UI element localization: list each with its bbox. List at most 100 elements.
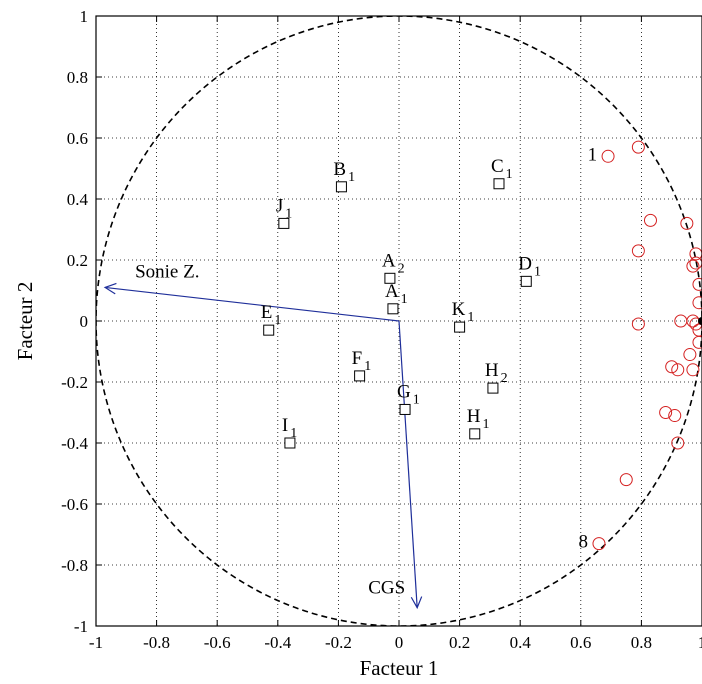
square-marker [454,321,466,333]
x-tick-label: -1 [89,633,103,652]
vector-line [105,286,400,322]
y-axis-label: Facteur 2 [13,282,37,361]
point-label-letter: A [382,250,396,271]
point-label-subscript: 1 [285,206,292,221]
point-label-subscript: 1 [401,292,408,307]
square-marker [399,403,411,415]
plot-area [96,16,702,626]
square-marker [469,428,481,440]
square-marker [335,181,347,193]
point-label-subscript: 1 [534,264,541,279]
y-tick-label: 0.2 [67,251,88,270]
square-marker [493,178,505,190]
point-label-subscript: 2 [501,371,508,386]
point-label-subscript: 1 [290,426,297,441]
x-axis-label: Facteur 1 [360,656,439,680]
point-label-letter: J [276,195,283,216]
circle-marker [619,473,633,487]
circle-marker [692,296,702,310]
square-marker [384,272,396,284]
x-tick-label: 0.8 [631,633,652,652]
square-marker [278,217,290,229]
vector-arrowhead [103,282,117,295]
circle-marker [659,406,673,419]
y-tick-label: -0.8 [61,556,88,575]
y-tick-label: 1 [80,7,89,26]
grid-lines [96,16,702,626]
square-marker [387,303,399,315]
axes-frame [95,15,702,627]
filled-marker [698,317,702,325]
point-label-subscript: 1 [467,310,474,325]
x-tick-label: 0 [395,633,404,652]
point-label-letter: C [491,156,504,177]
point-label-letter: H [485,360,499,381]
x-tick-label: -0.8 [143,633,170,652]
vector-label: Sonie Z. [135,261,199,282]
point-label-subscript: 1 [364,359,371,374]
circle-marker [671,436,685,450]
circle-marker [668,409,682,423]
point-label-subscript: 1 [506,167,513,182]
point-label-subscript: 1 [348,170,355,185]
point-label-letter: I [282,415,288,436]
circle-point-label: 1 [588,144,598,165]
y-tick-label: -0.6 [61,495,88,514]
x-tick-label: 0.2 [449,633,470,652]
point-label-letter: H [467,406,481,427]
y-tick-label: -0.4 [61,434,88,453]
x-tick-label: 1 [698,633,702,652]
circle-marker [665,360,679,374]
x-tick-label: -0.6 [204,633,231,652]
circle-marker [671,363,685,377]
circle-point-label: 8 [578,532,588,553]
circle-marker [680,216,694,230]
point-label-subscript: 1 [274,313,281,328]
point-label-letter: A [385,281,399,302]
point-label-letter: G [397,381,411,402]
x-tick-label: 0.6 [570,633,591,652]
point-label-letter: K [452,299,466,320]
circle-marker [631,317,645,331]
vector-line [398,320,418,608]
square-marker [354,370,366,382]
point-label-subscript: 1 [482,417,489,432]
circle-marker [686,259,700,273]
square-marker [284,437,296,449]
circle-marker [643,213,657,227]
y-tick-label: 0 [80,312,89,331]
circle-marker [592,537,606,551]
square-marker [263,324,275,336]
plot-frame [95,15,702,627]
circle-marker [686,363,700,377]
vector-label: CGS [368,578,405,599]
y-tick-label: -1 [74,617,88,636]
square-marker [487,382,499,394]
tick-labels: -1 -0.8 -0.6 -0.4 -0.2 0 0.2 0.4 0.6 0.8 1 -1 -0.8 -0… [61,7,702,652]
y-tick-label: -0.2 [61,373,88,392]
point-label-letter: D [518,253,532,274]
y-tick-label: 0.4 [67,190,89,209]
y-tick-label: 0.8 [67,68,88,87]
point-label-letter: F [352,348,363,369]
point-label-letter: B [333,159,346,180]
point-label-letter: E [261,302,273,323]
circle-marker [674,314,688,328]
x-tick-label: -0.2 [325,633,352,652]
x-tick-label: 0.4 [510,633,532,652]
square-marker [520,275,532,287]
point-label-subscript: 2 [398,261,405,276]
